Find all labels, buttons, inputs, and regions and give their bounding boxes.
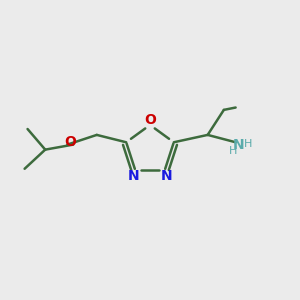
- Text: O: O: [64, 135, 76, 149]
- Text: H: H: [229, 146, 237, 156]
- Text: O: O: [144, 113, 156, 127]
- Text: N: N: [233, 138, 244, 152]
- Text: N: N: [128, 169, 140, 183]
- Text: H: H: [244, 139, 252, 149]
- Text: N: N: [160, 169, 172, 183]
